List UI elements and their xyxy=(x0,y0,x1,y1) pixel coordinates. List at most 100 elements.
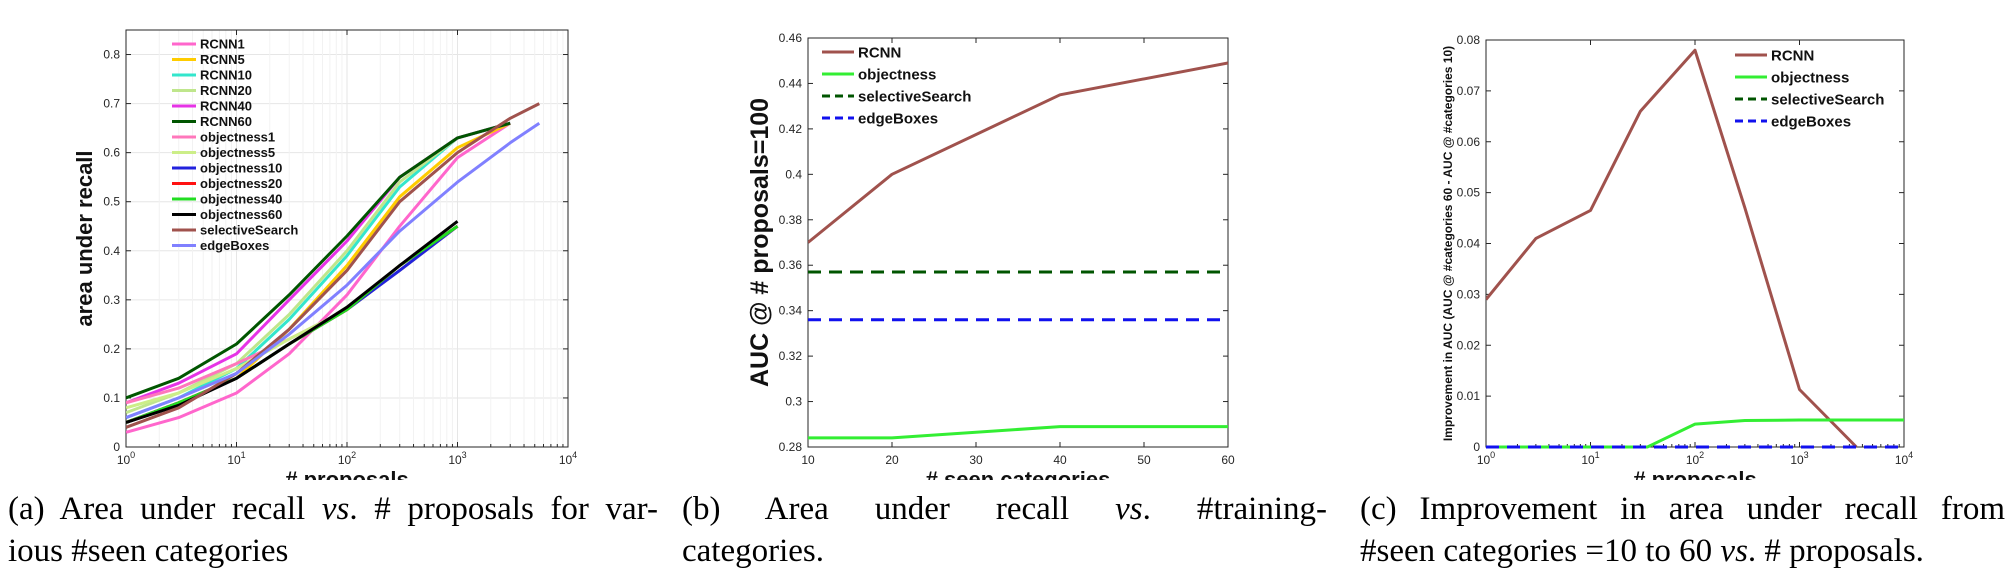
tick-exponent: 1 xyxy=(241,450,246,460)
caption-c-text: #seen categories =10 to 60 xyxy=(1360,533,1713,569)
caption-b-vs: vs xyxy=(1115,491,1143,527)
series-line-selectiveSearch xyxy=(126,102,540,429)
legend-label: selectiveSearch xyxy=(200,223,298,238)
y-tick-label: 0.01 xyxy=(1457,389,1481,403)
x-tick-label: 30 xyxy=(969,453,983,467)
tick-exponent: 3 xyxy=(1804,450,1809,460)
x-tick-label: 103 xyxy=(1790,450,1808,467)
tick-exponent: 2 xyxy=(1699,450,1704,460)
caption-a: (a) Area under recall vs. # proposals fo… xyxy=(8,488,658,572)
x-tick-label: 102 xyxy=(338,450,356,467)
legend-label: RCNN1 xyxy=(200,37,245,52)
y-tick-label: 0.3 xyxy=(103,293,120,307)
series-line-objectness60 xyxy=(126,220,459,424)
x-axis-label: # proposals xyxy=(285,467,408,480)
y-tick-label: 0.7 xyxy=(103,97,120,111)
tick-exponent: 4 xyxy=(1908,450,1913,460)
legend-label: edgeBoxes xyxy=(1771,113,1851,130)
series-line-RCNN xyxy=(1486,48,1858,449)
legend-label: RCNN40 xyxy=(200,99,252,114)
y-tick-label: 0.05 xyxy=(1457,186,1481,200)
legend-label: objectness20 xyxy=(200,176,282,191)
legend-label: objectness xyxy=(858,66,936,83)
series-line-RCNN60 xyxy=(126,121,511,400)
legend-label: edgeBoxes xyxy=(200,238,269,253)
x-tick-label: 100 xyxy=(1477,450,1495,467)
caption-a-tag: (a) xyxy=(8,491,45,527)
y-tick-label: 0.1 xyxy=(103,391,120,405)
y-tick-label: 0.28 xyxy=(779,440,803,454)
legend-label: selectiveSearch xyxy=(1771,91,1884,108)
x-tick-label: 50 xyxy=(1137,453,1151,467)
y-tick-label: 0.46 xyxy=(779,31,803,45)
y-tick-label: 0.4 xyxy=(103,244,120,258)
series-line-edgeBoxes xyxy=(126,121,541,420)
tick-base: 10 xyxy=(559,453,573,467)
x-tick-label: 101 xyxy=(227,450,245,467)
caption-a-line2: ious #seen categories xyxy=(8,533,289,569)
caption-c-tag: (c) xyxy=(1360,491,1397,527)
y-tick-label: 0.8 xyxy=(103,48,120,62)
y-tick-label: 0 xyxy=(113,440,120,454)
caption-a-text: Area under recall xyxy=(59,491,306,527)
tick-base: 10 xyxy=(117,453,131,467)
caption-b-tag: (b) xyxy=(682,491,721,527)
y-tick-label: 0.5 xyxy=(103,195,120,209)
chart-b: 0.28 0.3 0.32 0.34 0.36 0.38 0.4 0.42 0.44 0.46 10… xyxy=(746,31,1235,480)
y-tick-label: 0.4 xyxy=(785,167,802,181)
y-tick-label: 0.36 xyxy=(779,258,803,272)
legend-label: edgeBoxes xyxy=(858,110,938,127)
legend-label: RCNN60 xyxy=(200,114,252,129)
caption-c: (c) Improvement in area under recall fro… xyxy=(1360,488,2005,572)
x-tick-label: 100 xyxy=(117,450,135,467)
y-tick-label: 0.32 xyxy=(779,349,803,363)
y-tick-label: 0.04 xyxy=(1457,237,1481,251)
tick-exponent: 0 xyxy=(130,450,135,460)
legend-label: RCNN5 xyxy=(200,52,245,67)
caption-a-vs: vs xyxy=(321,491,350,527)
caption-b-text: Area under recall xyxy=(764,491,1070,527)
tick-exponent: 3 xyxy=(462,450,467,460)
y-tick-label: 0.6 xyxy=(103,146,120,160)
y-tick-label: 0.2 xyxy=(103,342,120,356)
tick-base: 10 xyxy=(1477,453,1491,467)
x-tick-label: 104 xyxy=(559,450,577,467)
y-tick-label: 0.44 xyxy=(779,76,803,90)
y-tick-label: 0.06 xyxy=(1457,135,1481,149)
legend-label: RCNN xyxy=(1771,47,1814,64)
x-axis-label: # proposals xyxy=(1633,467,1756,480)
caption-c-line1: Improvement in area under recall from xyxy=(1419,491,2005,527)
legend-label: objectness xyxy=(1771,69,1849,86)
caption-b-line2: categories. xyxy=(682,533,825,569)
caption-c-text-2: . # proposals. xyxy=(1747,533,1924,569)
x-tick-label: 102 xyxy=(1686,450,1704,467)
legend-label: RCNN xyxy=(858,44,901,61)
x-tick-label: 10 xyxy=(801,453,815,467)
legend-label: RCNN20 xyxy=(200,83,252,98)
y-tick-label: 0.42 xyxy=(779,122,803,136)
caption-b: (b) Area under recall vs. #training- cat… xyxy=(682,488,1327,572)
legend-label: objectness40 xyxy=(200,192,282,207)
x-tick-label: 40 xyxy=(1053,453,1067,467)
tick-base: 10 xyxy=(1686,453,1700,467)
y-tick-label: 0 xyxy=(1473,440,1480,454)
series-line-objectness xyxy=(808,425,1228,440)
y-tick-label: 0.03 xyxy=(1457,287,1481,301)
legend-label: RCNN10 xyxy=(200,68,252,83)
y-tick-label: 0.08 xyxy=(1457,33,1481,47)
tick-base: 10 xyxy=(338,453,352,467)
series-line-RCNN xyxy=(808,61,1228,244)
y-axis-label: Improvement in AUC (AUC @ #categories 60… xyxy=(1441,46,1455,441)
x-tick-label: 104 xyxy=(1895,450,1913,467)
y-tick-label: 0.34 xyxy=(779,304,803,318)
tick-base: 10 xyxy=(227,453,241,467)
tick-exponent: 0 xyxy=(1490,450,1495,460)
tick-exponent: 2 xyxy=(351,450,356,460)
caption-a-text-2: . # proposals for var- xyxy=(349,491,659,527)
tick-base: 10 xyxy=(1895,453,1909,467)
tick-exponent: 1 xyxy=(1595,450,1600,460)
legend-label: objectness60 xyxy=(200,207,282,222)
caption-c-vs: vs xyxy=(1720,533,1748,569)
